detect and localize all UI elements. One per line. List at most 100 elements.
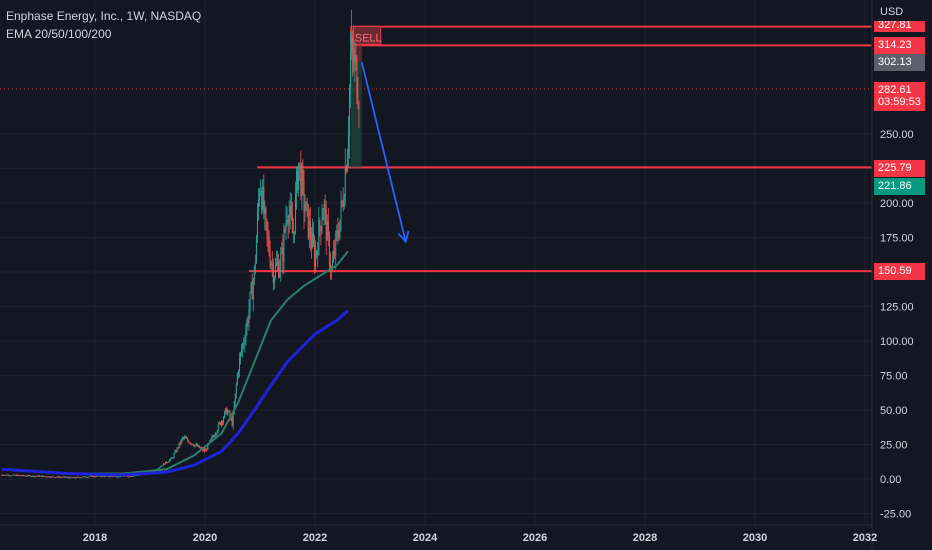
candle-body bbox=[91, 475, 93, 477]
candle-body bbox=[181, 437, 183, 440]
candle-body bbox=[29, 475, 31, 477]
candle-body bbox=[164, 461, 166, 465]
candle-body bbox=[328, 234, 330, 265]
candle-body bbox=[6, 474, 8, 476]
candle-body bbox=[199, 447, 201, 449]
candle-body bbox=[25, 475, 27, 477]
candle-body bbox=[336, 230, 338, 234]
candle-body bbox=[70, 476, 72, 478]
candle-body bbox=[327, 221, 329, 235]
candle-body bbox=[39, 476, 41, 477]
candle-body bbox=[113, 476, 115, 477]
candle-body bbox=[260, 191, 262, 193]
candle-body bbox=[280, 253, 282, 269]
resistance-levels bbox=[0, 25, 872, 273]
price-tag-302: 302.13 bbox=[874, 54, 925, 71]
candle-body bbox=[268, 237, 270, 254]
candle-body bbox=[302, 169, 304, 181]
candle-body bbox=[300, 163, 302, 197]
x-tick-label: 2032 bbox=[853, 532, 877, 544]
candle-body bbox=[246, 320, 248, 332]
candle-body bbox=[191, 443, 193, 445]
ema-200-line bbox=[1, 309, 349, 477]
candle-body bbox=[225, 408, 227, 412]
candle-body bbox=[350, 52, 352, 89]
candle-body bbox=[45, 476, 47, 478]
candle-body bbox=[5, 474, 7, 476]
candle-body bbox=[308, 220, 310, 238]
candle-body bbox=[213, 436, 215, 438]
candle-body bbox=[254, 263, 256, 267]
candle-body bbox=[104, 475, 106, 477]
candle-body bbox=[47, 476, 49, 478]
candle-body bbox=[310, 239, 312, 248]
candle-body bbox=[137, 475, 139, 476]
candle-body bbox=[253, 266, 255, 282]
price-tag-top-partial: 327.81 bbox=[874, 21, 925, 32]
y-tick-label: 25.00 bbox=[880, 440, 908, 452]
candle-body bbox=[242, 344, 244, 351]
candle-body bbox=[93, 476, 95, 477]
candle-body bbox=[315, 252, 317, 267]
candle-body bbox=[272, 264, 274, 284]
candle-body bbox=[306, 201, 308, 205]
candle-body bbox=[35, 476, 37, 477]
candle-body bbox=[190, 443, 192, 445]
candle-body bbox=[97, 475, 99, 477]
candle-body bbox=[4, 475, 6, 476]
candle-body bbox=[324, 203, 326, 209]
candle-body bbox=[320, 226, 322, 232]
candle-body bbox=[341, 201, 343, 203]
y-tick-label: 0.00 bbox=[880, 474, 901, 486]
candle-body bbox=[236, 374, 238, 385]
candle-body bbox=[313, 232, 315, 244]
candle-body bbox=[166, 461, 167, 463]
candle-body bbox=[62, 476, 64, 478]
candle-body bbox=[78, 476, 80, 478]
candle-body bbox=[168, 461, 170, 463]
candle-body bbox=[332, 260, 334, 269]
candle-body bbox=[117, 476, 119, 478]
candle-body bbox=[354, 55, 356, 64]
candle-body bbox=[252, 281, 254, 300]
candle-body bbox=[189, 442, 191, 444]
candle-body bbox=[81, 477, 83, 479]
candle-body bbox=[83, 476, 85, 478]
sell-zone-reward bbox=[350, 62, 362, 168]
candle-body bbox=[126, 475, 128, 477]
candle-body bbox=[204, 449, 206, 452]
sell-zone: SELL bbox=[350, 26, 382, 168]
candle-body bbox=[162, 463, 164, 466]
candle-body bbox=[234, 393, 236, 406]
candle-body bbox=[89, 476, 91, 477]
candle-body bbox=[283, 229, 285, 262]
candle-body bbox=[172, 457, 174, 459]
candle-body bbox=[186, 438, 188, 440]
candle-body bbox=[282, 247, 284, 262]
y-tick-label: 50.00 bbox=[880, 405, 908, 417]
candle-body bbox=[24, 475, 26, 477]
candle-body bbox=[353, 49, 355, 64]
candle-body bbox=[206, 449, 208, 451]
price-tag-150: 150.59 bbox=[874, 263, 925, 280]
x-tick-label: 2022 bbox=[303, 532, 327, 544]
indicator-legend[interactable]: EMA 20/50/100/200 bbox=[6, 27, 112, 41]
candle-body bbox=[299, 162, 301, 164]
candle-body bbox=[285, 220, 287, 230]
candle-body bbox=[171, 458, 173, 459]
candle-body bbox=[14, 474, 16, 476]
candle-body bbox=[88, 476, 90, 478]
candle-body bbox=[278, 262, 280, 277]
candle-body bbox=[251, 283, 253, 300]
candle-body bbox=[247, 320, 249, 323]
candle-body bbox=[289, 205, 291, 215]
candle-body bbox=[329, 264, 331, 270]
candle-body bbox=[115, 476, 117, 477]
candle-body bbox=[36, 475, 38, 477]
candle-body bbox=[318, 219, 320, 255]
candle-body bbox=[351, 36, 353, 53]
candle-body bbox=[347, 135, 349, 156]
candle-body bbox=[215, 433, 217, 435]
